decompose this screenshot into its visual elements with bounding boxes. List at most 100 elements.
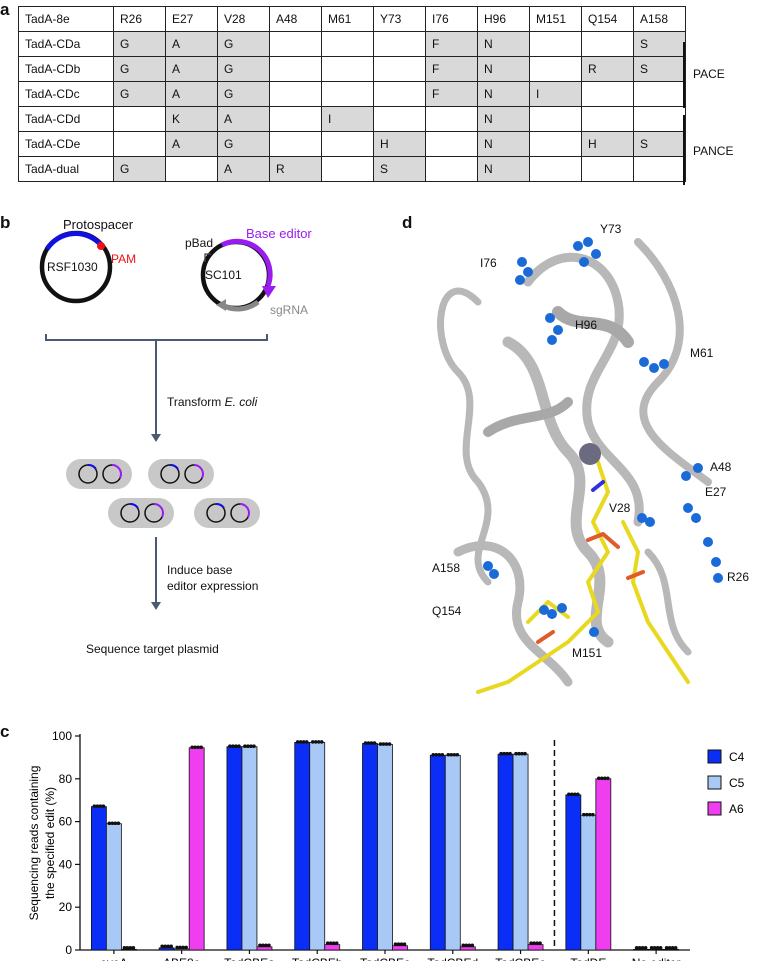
mutation-cell: N <box>477 81 530 107</box>
replicate-dot <box>655 946 660 950</box>
replicate-dot <box>402 942 407 947</box>
merge-bracket <box>45 334 268 341</box>
variant-name-cell: TadA-dual <box>18 156 114 182</box>
replicate-dot <box>387 742 392 746</box>
replicate-dot <box>166 944 170 949</box>
bar-c4 <box>226 746 243 951</box>
legend-label-c4: C4 <box>729 750 745 764</box>
pam-dot <box>97 242 105 250</box>
x-tick-label: TadCBEa <box>224 956 275 961</box>
flow-arrowhead-2 <box>151 602 161 610</box>
table-header-cell: E27 <box>165 6 218 32</box>
replicate-dot <box>113 821 118 826</box>
mutation-cell <box>581 156 634 182</box>
replicate-dot <box>98 804 103 808</box>
protospacer-label: Protospacer <box>63 217 134 232</box>
table-header-cell: I76 <box>425 6 478 32</box>
replicate-dot <box>502 751 506 756</box>
replicate-dot <box>372 741 377 745</box>
pance-label: PANCE <box>693 144 734 158</box>
mutation-cell <box>269 56 322 82</box>
replicate-dot <box>193 745 197 750</box>
replicate-dot <box>295 740 300 744</box>
bar-c5 <box>580 814 597 951</box>
mutation-cell <box>321 31 374 57</box>
replicate-dot <box>190 745 194 750</box>
y-tick-label: 100 <box>52 729 72 743</box>
replicate-dot <box>249 744 253 748</box>
mutation-cell <box>165 156 218 182</box>
mutation-cell <box>321 56 374 82</box>
bar-c4 <box>565 794 582 951</box>
mutation-cell: N <box>477 106 530 132</box>
replicate-dot <box>467 943 472 948</box>
replicate-dot <box>122 946 127 950</box>
variant-name-cell: TadA-CDd <box>18 106 114 132</box>
replicate-dot <box>196 745 200 750</box>
mutation-cell <box>425 106 478 132</box>
replicate-dot <box>258 943 262 948</box>
panel-label-d: d <box>402 213 413 232</box>
mutation-cell <box>581 81 634 107</box>
replicate-dot <box>535 941 539 945</box>
legend-label-c5: C5 <box>729 776 745 790</box>
bar-c4 <box>90 806 107 951</box>
replicate-dot <box>643 946 648 950</box>
mutation-cell: A <box>165 56 218 82</box>
mutation-cell: S <box>373 156 426 182</box>
y-axis-label-line1: Sequencing reads containing <box>27 766 41 921</box>
mutation-cell: S <box>633 131 686 157</box>
variant-name-cell: TadA-CDb <box>18 56 114 82</box>
mutation-cell <box>425 156 478 182</box>
bacterium-cell <box>194 498 260 528</box>
mutation-cell: N <box>477 156 530 182</box>
x-tick-label: evoA <box>100 956 127 961</box>
replicate-dot <box>160 944 164 949</box>
replicate-dot <box>199 745 203 750</box>
bar-c5 <box>444 754 461 951</box>
replicate-dot <box>228 744 232 748</box>
replicate-dot <box>128 946 133 950</box>
replicate-dot <box>175 945 179 950</box>
mutation-cell: G <box>113 156 166 182</box>
replicate-dot <box>508 751 512 756</box>
residue-label-m61: M61 <box>690 346 714 360</box>
replicate-dot <box>131 946 136 950</box>
legend-swatch-a6 <box>707 801 722 816</box>
variant-name-cell: TadA-CDa <box>18 31 114 57</box>
bar-c5 <box>173 948 190 951</box>
replicate-dot <box>313 740 318 744</box>
replicate-dot <box>163 944 167 949</box>
table-row: TadA-CDe A G H N H S <box>18 131 686 157</box>
table-row: TadA-CDc G A G F N I <box>18 81 686 107</box>
replicate-dot <box>658 946 663 950</box>
mutation-cell <box>373 56 426 82</box>
bar-c4 <box>497 753 514 951</box>
replicate-dot <box>673 946 678 950</box>
replicate-dot <box>304 740 309 744</box>
rsf1030-label: RSF1030 <box>47 260 98 274</box>
replicate-dot <box>110 821 115 826</box>
bar-a6 <box>188 747 205 951</box>
mutation-cell <box>113 106 166 132</box>
mutation-cell: K <box>165 106 218 132</box>
replicate-dot <box>455 752 460 757</box>
replicate-dot <box>101 804 106 808</box>
y-tick-label: 60 <box>59 815 73 829</box>
editing-bar-chart: 0 20 40 60 80 100 Sequencing reads containing t… <box>27 729 745 961</box>
replicate-dot <box>520 751 524 756</box>
replicate-dot <box>384 742 389 746</box>
replicate-dot <box>393 942 398 947</box>
sc101-label: SC101 <box>205 268 242 282</box>
table-row: TadA-CDb G A G F N R S <box>18 56 686 82</box>
mutation-cell: G <box>217 81 270 107</box>
replicate-dot <box>184 945 188 950</box>
mutation-cell <box>529 31 582 57</box>
mutation-cell: S <box>633 31 686 57</box>
y-tick-label: 0 <box>65 943 72 957</box>
replicate-dot <box>600 776 604 781</box>
mutation-cell: R <box>269 156 322 182</box>
mutation-cell <box>269 106 322 132</box>
mutation-cell: A <box>165 81 218 107</box>
residue-label-h96: H96 <box>575 318 598 332</box>
